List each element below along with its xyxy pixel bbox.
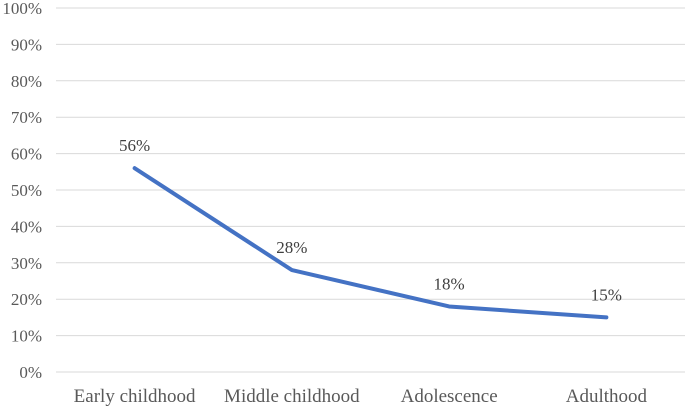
x-category-label: Adolescence bbox=[401, 386, 498, 407]
data-label: 28% bbox=[276, 238, 307, 257]
gridlines bbox=[56, 7, 685, 373]
y-tick-label: 90% bbox=[11, 35, 42, 54]
x-category-label: Early childhood bbox=[74, 386, 196, 407]
data-label: 15% bbox=[591, 285, 622, 304]
y-tick-label: 0% bbox=[19, 363, 42, 382]
series-layer bbox=[132, 166, 609, 320]
data-label: 18% bbox=[434, 274, 465, 293]
y-tick-label: 60% bbox=[11, 145, 42, 164]
y-tick-label: 20% bbox=[11, 290, 42, 309]
y-tick-label: 10% bbox=[11, 327, 42, 346]
x-category-label: Middle childhood bbox=[224, 386, 360, 407]
y-tick-label: 50% bbox=[11, 181, 42, 200]
data-labels: 56% 28% 18% 15% bbox=[119, 136, 622, 304]
y-tick-label: 100% bbox=[2, 0, 42, 18]
data-label: 56% bbox=[119, 136, 150, 155]
series-line bbox=[132, 166, 609, 320]
y-tick-label: 40% bbox=[11, 217, 42, 236]
x-axis-category-labels: Early childhood Middle childhood Adolescen… bbox=[74, 386, 648, 407]
y-tick-label: 30% bbox=[11, 254, 42, 273]
y-tick-label: 70% bbox=[11, 108, 42, 127]
y-tick-label: 80% bbox=[11, 72, 42, 91]
x-category-label: Adulthood bbox=[566, 386, 648, 407]
y-axis-tick-labels: 0% 10% 20% 30% 40% 50% 60% 70% 80% 90% 100% bbox=[2, 0, 42, 382]
